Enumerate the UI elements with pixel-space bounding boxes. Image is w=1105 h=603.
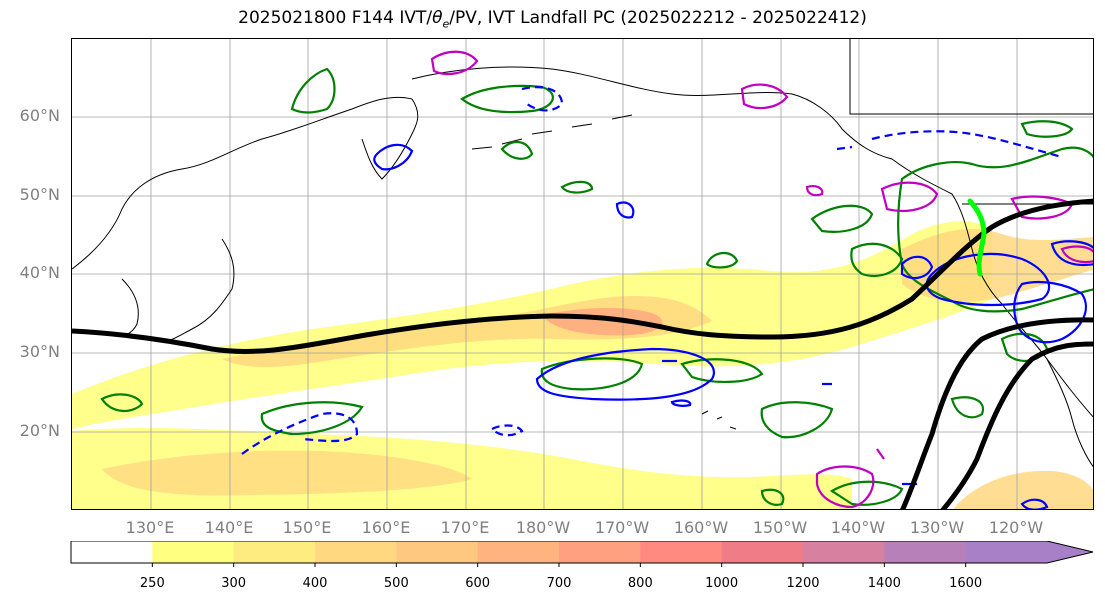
lon-label-180w: 180°W: [515, 518, 571, 537]
colorbar-tick-label: 250: [139, 576, 165, 591]
coast-northamerica: [891, 158, 1093, 418]
lon-label-160e: 160°E: [361, 518, 411, 537]
colorbar-segment: [965, 541, 1048, 563]
lon-label-170e: 170°E: [440, 518, 490, 537]
pv-contours-green: [100, 67, 1093, 506]
theta-e-contour-southeast: [940, 341, 1093, 509]
colorbar-tick-label: 800: [627, 576, 653, 591]
theta-e-contours: [72, 198, 1093, 509]
lon-label-130w: 130°W: [909, 518, 965, 537]
lat-label-20n: 20°N: [19, 421, 60, 440]
theta-e-contour-main: [72, 198, 1093, 354]
lon-label-160w: 160°W: [673, 518, 729, 537]
colorbar-segment: [477, 541, 560, 563]
colorbar-tick-label: 1400: [867, 576, 901, 591]
lon-label-130e: 130°E: [125, 518, 175, 537]
lat-label-40n: 40°N: [19, 263, 60, 282]
colorbar-tick-label: 400: [302, 576, 328, 591]
lon-label-140w: 140°W: [830, 518, 886, 537]
colorbar-segment: [884, 541, 967, 563]
colorbar-segment: [721, 541, 804, 563]
coast-alaska: [411, 66, 893, 160]
colorbar-tick-label: 1000: [705, 576, 739, 591]
border-canada: [849, 39, 1093, 115]
coast-aleutians: [471, 114, 633, 150]
colorbar-tick-label: 500: [383, 576, 409, 591]
lat-label-30n: 30°N: [19, 342, 60, 361]
lon-label-170w: 170°W: [594, 518, 650, 537]
pv-contours-blue: [241, 86, 1093, 509]
coast-asia: [72, 96, 413, 270]
coast-hawaii: [701, 410, 737, 430]
colorbar-outline: [70, 541, 1094, 564]
lon-label-150e: 150°E: [282, 518, 332, 537]
lon-label-140e: 140°E: [204, 518, 254, 537]
theta-e-contour-east: [900, 317, 1093, 509]
colorbar-segment: [233, 541, 316, 563]
colorbar-tick-label: 300: [221, 576, 247, 591]
lon-label-120w: 120°W: [988, 518, 1044, 537]
map-canvas: [72, 39, 1093, 509]
ivt-band-southeast: [953, 470, 1093, 509]
colorbar-tick-label: 1200: [786, 576, 820, 591]
coast-japan: [161, 238, 235, 342]
colorbar-segment: [640, 541, 723, 563]
coast-baja: [1046, 358, 1093, 468]
colorbar-extend-arrow: [1047, 541, 1093, 563]
colorbar-segment: [803, 541, 885, 563]
colorbar-tick-label: 700: [546, 576, 572, 591]
ivt-shading: [72, 221, 1093, 509]
colorbar-segment: [396, 541, 479, 563]
landfall-pc: [967, 198, 987, 277]
lat-label-50n: 50°N: [19, 185, 60, 204]
colorbar-segment: [315, 541, 397, 563]
chart-title: 2025021800 F144 IVT/θe/PV, IVT Landfall …: [238, 8, 867, 31]
colorbar-segments: [70, 541, 1094, 567]
coast-kamchatka: [361, 98, 419, 180]
colorbar: [70, 541, 1094, 567]
colorbar-segment: [71, 541, 153, 563]
lon-label-150w: 150°W: [752, 518, 808, 537]
lat-label-60n: 60°N: [19, 106, 60, 125]
coast-korea: [111, 278, 139, 337]
colorbar-segment: [152, 541, 235, 563]
colorbar-tick-label: 600: [465, 576, 491, 591]
ivt-band-east: [902, 229, 1093, 302]
map-panel: [71, 38, 1094, 510]
colorbar-segment: [559, 541, 641, 563]
ivt-band-tropical-core: [102, 450, 472, 496]
colorbar-tick-label: 1600: [949, 576, 983, 591]
